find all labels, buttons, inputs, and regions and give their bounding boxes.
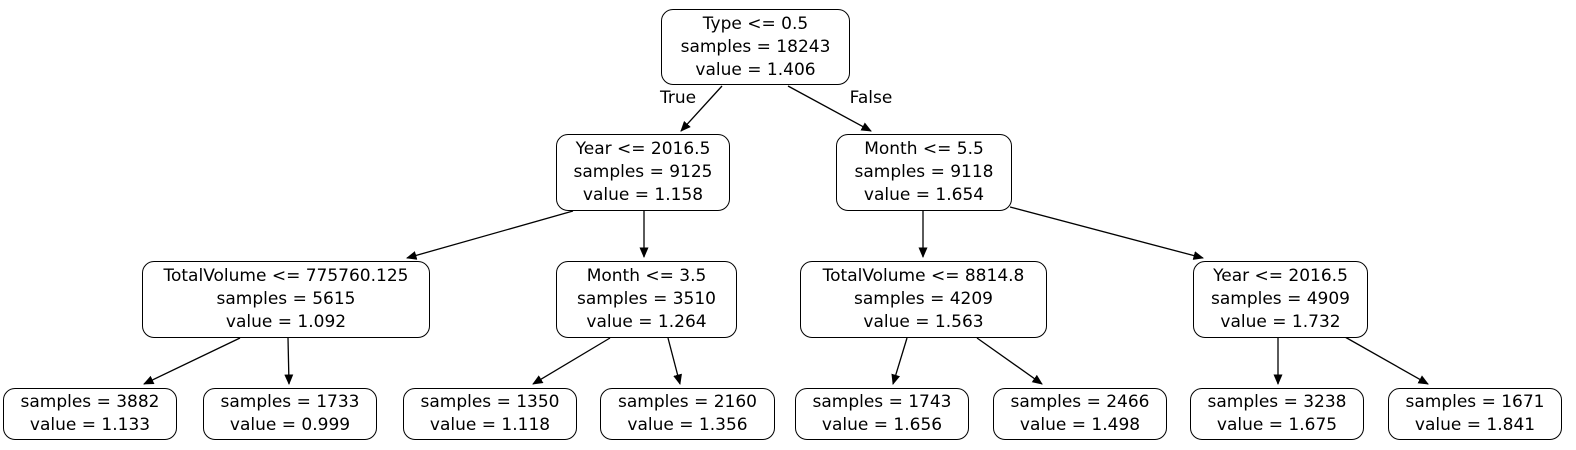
edge-yearleft-left — [406, 210, 574, 260]
node-value: value = 0.999 — [229, 415, 351, 435]
edge-label-false: False — [849, 88, 893, 108]
tree-node-totalvolume-right: TotalVolume <= 8814.8 samples = 4209 val… — [800, 261, 1047, 338]
node-value: value = 1.118 — [429, 415, 551, 435]
node-condition: TotalVolume <= 8814.8 — [822, 266, 1025, 286]
node-samples: samples = 5615 — [216, 289, 356, 309]
node-condition: Month <= 5.5 — [864, 139, 984, 159]
node-samples: samples = 1743 — [812, 392, 952, 412]
edge-label-true: True — [659, 88, 697, 108]
edge-tvright-left — [891, 337, 908, 385]
node-value: value = 1.654 — [863, 185, 985, 205]
node-value: value = 1.092 — [225, 312, 347, 332]
tree-node-root: Type <= 0.5 samples = 18243 value = 1.40… — [661, 9, 850, 85]
tree-node-totalvolume-left: TotalVolume <= 775760.125 samples = 5615… — [142, 261, 430, 338]
tree-node-year-right: Year <= 2016.5 samples = 4909 value = 1.… — [1193, 261, 1368, 338]
node-samples: samples = 4209 — [854, 289, 993, 309]
node-condition: Type <= 0.5 — [702, 13, 809, 34]
node-samples: samples = 9125 — [573, 162, 713, 182]
node-value: value = 1.656 — [821, 415, 943, 435]
node-samples: samples = 9118 — [854, 162, 994, 182]
edge-monthright-right — [1009, 206, 1204, 260]
edge-month35-left — [532, 337, 611, 385]
node-samples: samples = 3882 — [20, 392, 160, 412]
node-samples: samples = 2160 — [618, 392, 757, 412]
node-condition: TotalVolume <= 775760.125 — [163, 266, 409, 286]
node-condition: Month <= 3.5 — [586, 266, 707, 286]
node-samples: samples = 18243 — [680, 36, 831, 57]
edge-tvleft-right — [284, 337, 294, 385]
edge-tvleft-left — [143, 337, 241, 385]
node-value: value = 1.675 — [1216, 415, 1338, 435]
node-samples: samples = 3238 — [1207, 392, 1347, 412]
node-value: value = 1.732 — [1220, 312, 1341, 332]
node-value: value = 1.498 — [1019, 415, 1141, 435]
node-value: value = 1.841 — [1414, 415, 1536, 435]
node-value: value = 1.406 — [695, 59, 816, 80]
node-condition: Year <= 2016.5 — [575, 139, 711, 159]
tree-leaf-8: samples = 1671 value = 1.841 — [1388, 388, 1562, 440]
tree-node-month-right: Month <= 5.5 samples = 9118 value = 1.65… — [836, 134, 1012, 211]
tree-leaf-1: samples = 3882 value = 1.133 — [3, 388, 177, 440]
node-value: value = 1.158 — [582, 185, 704, 205]
tree-leaf-5: samples = 1743 value = 1.656 — [795, 388, 969, 440]
tree-leaf-6: samples = 2466 value = 1.498 — [993, 388, 1167, 440]
node-samples: samples = 2466 — [1010, 392, 1150, 412]
node-samples: samples = 1671 — [1405, 392, 1545, 412]
edge-tvright-right — [976, 337, 1043, 385]
node-value: value = 1.133 — [29, 415, 151, 435]
node-value: value = 1.356 — [627, 415, 748, 435]
edge-month35-right — [667, 337, 682, 385]
tree-leaf-7: samples = 3238 value = 1.675 — [1190, 388, 1364, 440]
edge-yearright-right — [1344, 336, 1429, 385]
node-samples: samples = 1350 — [420, 392, 560, 412]
node-value: value = 1.264 — [586, 312, 707, 332]
tree-leaf-4: samples = 2160 value = 1.356 — [600, 388, 775, 440]
node-value: value = 1.563 — [863, 312, 984, 332]
node-samples: samples = 4909 — [1211, 289, 1350, 309]
node-samples: samples = 3510 — [577, 289, 716, 309]
tree-node-month-35: Month <= 3.5 samples = 3510 value = 1.26… — [556, 261, 737, 338]
node-samples: samples = 1733 — [220, 392, 360, 412]
tree-leaf-3: samples = 1350 value = 1.118 — [403, 388, 577, 440]
tree-leaf-2: samples = 1733 value = 0.999 — [203, 388, 377, 440]
tree-node-year-left: Year <= 2016.5 samples = 9125 value = 1.… — [556, 134, 730, 211]
node-condition: Year <= 2016.5 — [1213, 266, 1348, 286]
